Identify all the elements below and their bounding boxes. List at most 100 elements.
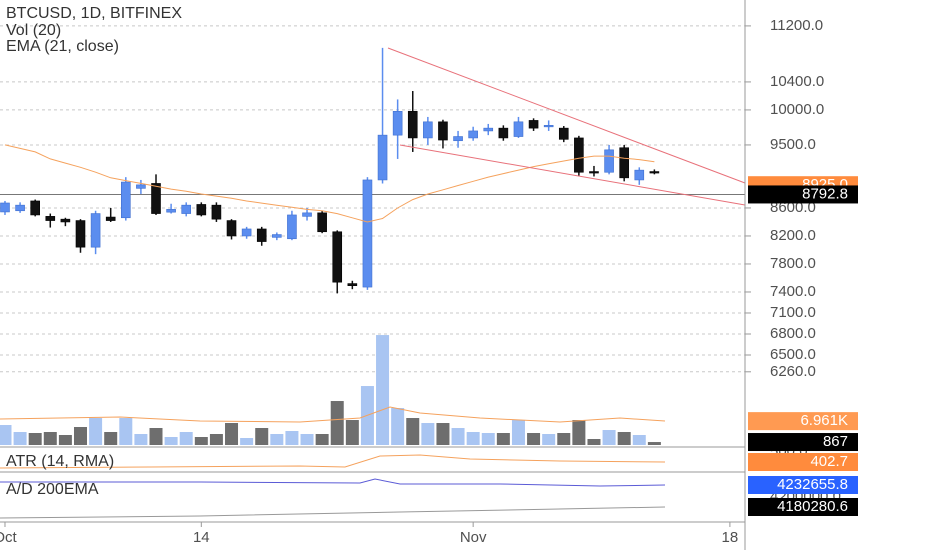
volume-bar xyxy=(179,432,193,445)
y-tick-label: 6800.0 xyxy=(770,325,816,342)
volume-bar xyxy=(0,425,12,445)
candle-body xyxy=(105,216,116,221)
candle-body xyxy=(483,127,494,132)
candle-body xyxy=(543,125,554,128)
volume-bar xyxy=(391,408,405,445)
candle-body xyxy=(211,204,222,220)
candle-body xyxy=(407,111,418,139)
ad-ema-line xyxy=(0,506,666,519)
candle-body xyxy=(574,137,584,173)
y-tick-label: 6260.0 xyxy=(770,363,816,380)
atr-badge: 402.7 xyxy=(810,453,848,470)
candle-body xyxy=(302,212,312,217)
candle-body xyxy=(498,127,509,139)
volume-bar xyxy=(255,428,269,445)
x-tick-label: 18 xyxy=(722,529,739,546)
y-tick-label: 11200.0 xyxy=(770,17,823,34)
candle-body xyxy=(241,228,252,237)
volume-bar xyxy=(406,418,420,445)
candle-body xyxy=(558,127,569,140)
indicator-label: EMA (21, close) xyxy=(6,38,119,55)
volume-bar xyxy=(557,433,571,445)
volume-bar xyxy=(104,432,118,445)
volume-badge: 867 xyxy=(823,433,848,450)
volume-bar xyxy=(209,434,223,445)
price-badge-bg xyxy=(748,185,858,204)
volume-bar xyxy=(73,427,87,445)
ad-ema-badge: 4180280.6 xyxy=(777,498,848,515)
ad-badge: 4232655.8 xyxy=(777,476,848,493)
volume-bar xyxy=(194,437,208,445)
candle-body xyxy=(287,214,297,240)
trendline-upper xyxy=(387,47,746,184)
indicator-label: Vol (20) xyxy=(6,22,61,39)
volume-bar xyxy=(572,420,586,445)
y-tick-label: 9500.0 xyxy=(770,136,816,153)
y-tick-label: 7400.0 xyxy=(770,283,816,300)
candle-body xyxy=(528,120,539,129)
volume-bar xyxy=(632,435,646,445)
volume-bar xyxy=(225,423,239,445)
volume-bar xyxy=(451,428,465,445)
volume-bar xyxy=(58,435,72,445)
time-axis: Oct 14 Nov 18 xyxy=(0,522,738,546)
volume-bar xyxy=(164,437,178,445)
ad-label: A/D 200EMA xyxy=(6,481,99,498)
ad-ema-badge-bg xyxy=(748,498,858,516)
volume-bar xyxy=(119,418,133,445)
x-tick-label: 14 xyxy=(193,529,210,546)
volume-bar xyxy=(134,434,148,445)
trendline-lower xyxy=(399,144,746,206)
volume-bar xyxy=(330,401,344,445)
plot-area xyxy=(0,25,745,445)
volume-ma-line xyxy=(0,406,666,423)
volume-bar xyxy=(511,420,525,445)
volume-bar xyxy=(28,433,42,445)
candle-body xyxy=(332,231,343,283)
volume-bar xyxy=(13,432,27,445)
candle-body xyxy=(136,184,146,189)
candle-body xyxy=(166,209,176,213)
volume-bar xyxy=(345,420,359,445)
atr-badge-bg xyxy=(748,453,858,471)
candle-body xyxy=(649,171,660,174)
candle-body xyxy=(468,130,478,139)
candle-body xyxy=(634,169,645,181)
y-tick-label: 10400.0 xyxy=(770,73,824,90)
volume-bar xyxy=(285,431,299,445)
y-tick-label: 7100.0 xyxy=(770,304,816,321)
volume-bar xyxy=(300,434,314,445)
volume-bar xyxy=(602,430,616,445)
candle-body xyxy=(226,220,237,237)
candle-body xyxy=(513,121,524,137)
candle-body xyxy=(362,179,373,288)
price-badge: 8792.8 xyxy=(802,185,848,202)
candle-body xyxy=(181,204,192,214)
candle-body xyxy=(60,218,71,223)
candle-body xyxy=(272,234,282,238)
atr-line xyxy=(0,454,666,469)
volume-bar xyxy=(527,433,541,445)
ema-line xyxy=(4,144,655,223)
y-tick-label: 6500.0 xyxy=(770,346,816,363)
ad-line xyxy=(0,478,666,487)
candle-body xyxy=(151,183,161,214)
y-tick-label: 7800.0 xyxy=(770,255,816,272)
price-axis: 11200.010400.010000.09500.08600.08200.07… xyxy=(744,0,932,550)
candle-body xyxy=(90,213,101,248)
candle-body xyxy=(45,216,56,221)
volume-bar xyxy=(421,423,435,445)
volume-bar xyxy=(43,432,57,445)
volume-bar xyxy=(617,432,631,445)
candle-body xyxy=(0,202,10,213)
volume-bar xyxy=(315,434,329,445)
chart-title: BTCUSD, 1D, BITFINEX xyxy=(6,5,182,22)
candle-body xyxy=(256,228,267,242)
candle-body xyxy=(30,200,40,216)
volume-bar xyxy=(240,438,254,445)
volume-bar xyxy=(149,428,163,445)
atr-label: ATR (14, RMA) xyxy=(6,453,114,470)
vol-ma-badge-bg xyxy=(748,412,858,431)
vol-ma-badge: 6.961K xyxy=(800,412,848,429)
